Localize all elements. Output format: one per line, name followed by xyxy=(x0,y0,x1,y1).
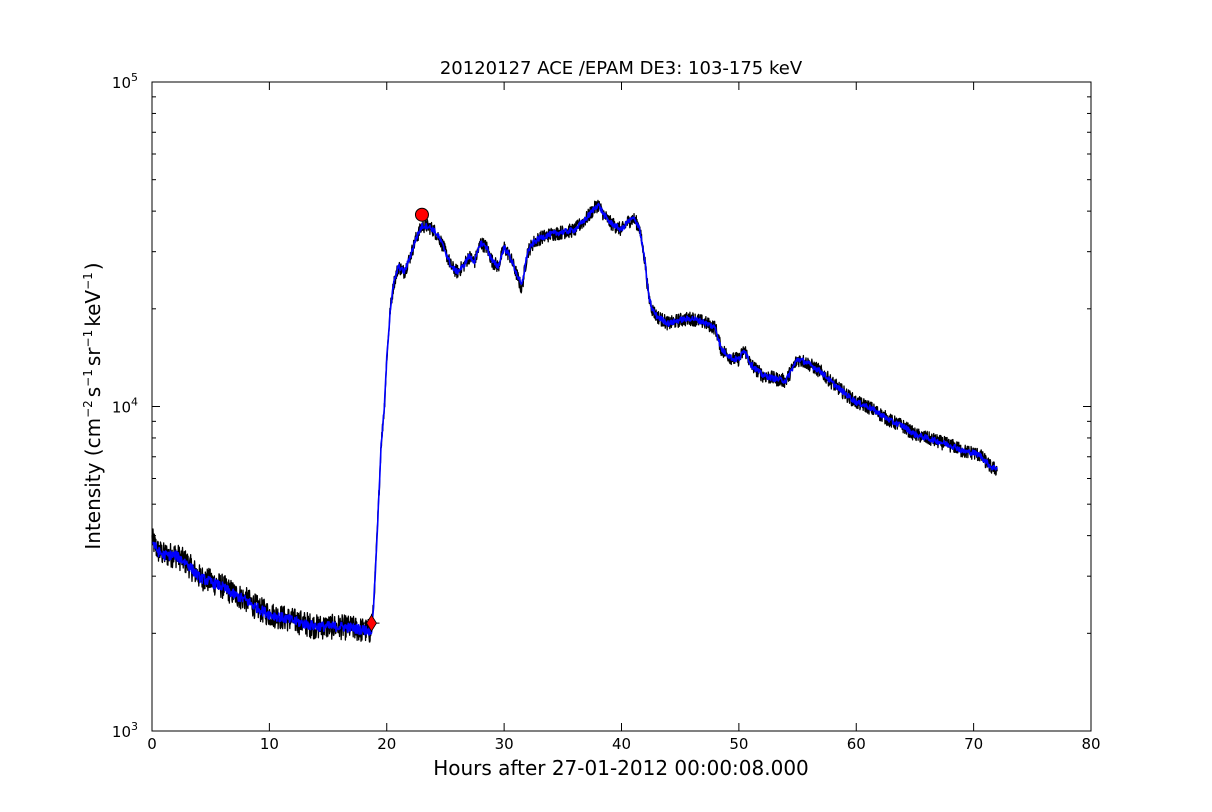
y-tick-label: 104 xyxy=(112,396,138,417)
marker-layer xyxy=(363,207,429,633)
y-tick-label: 105 xyxy=(112,71,138,92)
x-tick-label: 50 xyxy=(729,735,748,753)
x-tick-label: 0 xyxy=(147,735,157,753)
series-line-smoothed xyxy=(151,202,998,636)
x-tick-label: 70 xyxy=(964,735,983,753)
y-axis-title: Intensity (cm−2s−1sr−1keV−1) xyxy=(81,262,105,549)
tick-layer xyxy=(151,81,1092,732)
y-tick-labels: 103 104 105 xyxy=(112,71,138,741)
onset-marker xyxy=(366,614,377,632)
y-tick-label: 103 xyxy=(112,720,138,741)
peak-marker xyxy=(414,207,429,222)
x-axis-title: Hours after 27-01-2012 00:00:08.000 xyxy=(433,756,809,780)
plot-background xyxy=(152,82,1091,731)
x-tick-label: 40 xyxy=(612,735,631,753)
x-tick-label: 60 xyxy=(847,735,866,753)
x-tick-label: 10 xyxy=(260,735,279,753)
x-tick-labels: 0 10 20 30 40 50 60 70 80 xyxy=(147,735,1100,753)
series-layer xyxy=(151,199,998,643)
chart-title: 20120127 ACE /EPAM DE3: 103-175 keV xyxy=(440,58,803,79)
x-tick-label: 20 xyxy=(377,735,396,753)
x-tick-label: 80 xyxy=(1081,735,1100,753)
x-tick-label: 30 xyxy=(495,735,514,753)
